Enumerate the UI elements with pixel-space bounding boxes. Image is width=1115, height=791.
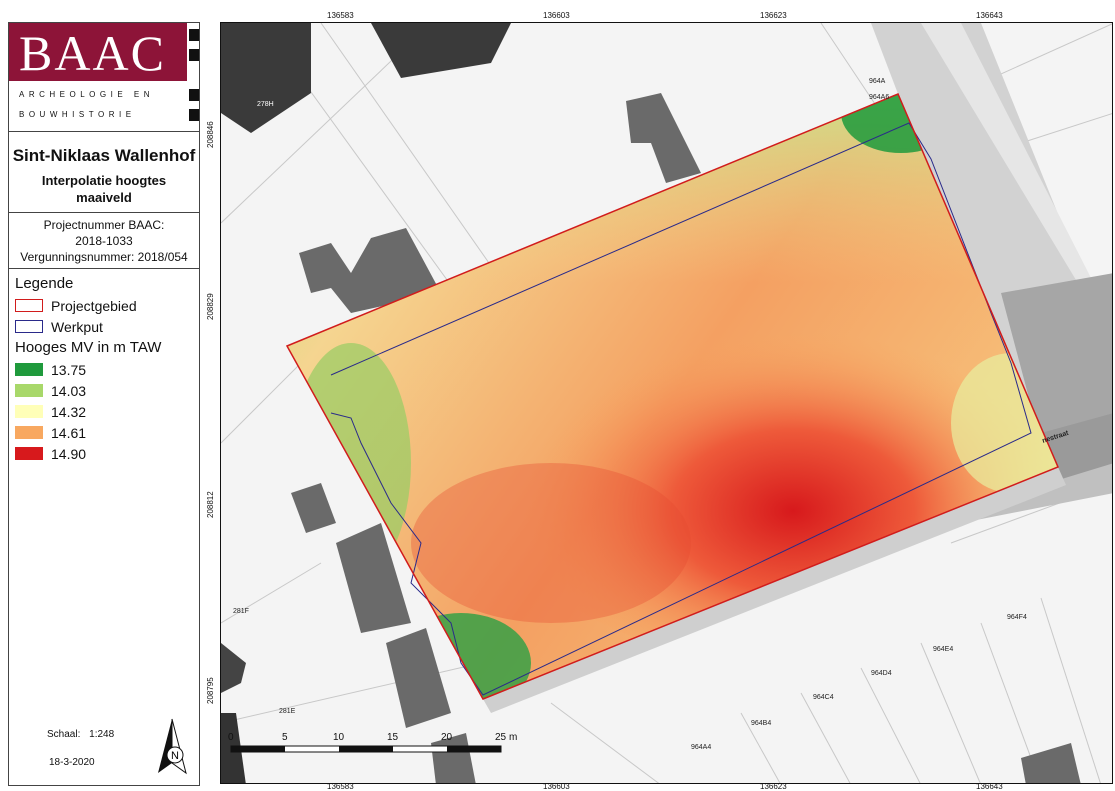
scale-bar: 0 5 10 15 20 25 m: [228, 732, 517, 753]
x-coord-top: 136583: [327, 11, 354, 20]
map-title: Sint-Niklaas Wallenhof: [12, 146, 196, 165]
legend-panel: BAAC ARCHEOLOGIE EN BOUWHISTORIE Sint-Ni…: [8, 22, 200, 786]
y-coord-left: 208846: [206, 121, 215, 148]
scale-tick: 5: [282, 732, 288, 743]
logo-name: BAAC: [19, 25, 166, 81]
scale-tick: 20: [441, 732, 453, 743]
x-coord-top: 136623: [760, 11, 787, 20]
x-coord-bottom: 136603: [543, 782, 570, 791]
projectgebied-swatch: [15, 299, 43, 312]
logo-bar: [189, 109, 199, 121]
werkput-outline: [330, 122, 1032, 696]
logo-banner: [9, 23, 187, 81]
parcel-label: 281F: [233, 608, 249, 615]
north-arrow-icon: N: [158, 718, 187, 775]
y-coord-left: 208795: [206, 677, 215, 704]
map-frame[interactable]: 964A 964A6 278H 281F 281E 964F4 964E4 96…: [220, 22, 1113, 784]
legend-heading: Legende: [15, 275, 74, 292]
parcel-label: 964B4: [751, 720, 771, 727]
parcel-label: 281E: [279, 708, 296, 715]
werkput-swatch: [15, 320, 43, 333]
parcel-label: 278H: [257, 101, 274, 108]
legend-class: 14.90: [15, 443, 195, 464]
project-number-label: Projectnummer BAAC:: [43, 218, 165, 232]
title-block: Sint-Niklaas Wallenhof Interpolatie hoog…: [9, 132, 199, 213]
x-coord-bottom: 136623: [760, 782, 787, 791]
map-date: 18-3-2020: [49, 757, 95, 768]
y-coord-left: 208829: [206, 293, 215, 320]
elevation-heading: Hooges MV in m TAW: [15, 339, 162, 356]
parcel-label: 964C4: [813, 694, 834, 701]
project-number: 2018-1033: [75, 234, 133, 248]
map-canvas[interactable]: 964A 964A6 278H 281F 281E 964F4 964E4 96…: [221, 23, 1113, 784]
class-label: 14.61: [51, 424, 87, 441]
legend-class: 14.32: [15, 401, 195, 422]
north-letter: N: [171, 750, 179, 762]
scale-tick: 25: [495, 732, 507, 743]
legend-item: Projectgebied: [15, 295, 195, 316]
parcel-label: 964A4: [691, 744, 711, 751]
logo-bar: [189, 29, 199, 41]
x-coord-top: 136603: [543, 11, 570, 20]
class-swatch: [15, 405, 43, 418]
legend-class: 14.03: [15, 380, 195, 401]
class-swatch: [15, 426, 43, 439]
logo: BAAC ARCHEOLOGIE EN BOUWHISTORIE: [9, 23, 199, 132]
project-block: Projectnummer BAAC: 2018-1033 Vergunning…: [9, 213, 199, 269]
parcel-label: 964F4: [1007, 614, 1027, 621]
scale-text: Schaal: 1:248: [47, 729, 114, 740]
scale-label: Schaal:: [47, 729, 81, 740]
legend-item: Werkput: [15, 316, 195, 337]
class-label: 14.90: [51, 445, 87, 462]
class-label: 14.03: [51, 382, 87, 399]
class-label: 14.32: [51, 403, 87, 420]
scale-tick: 10: [333, 732, 345, 743]
map-subtitle: Interpolatie hoogtes maaiveld: [41, 173, 167, 205]
logo-subtitle-2: BOUWHISTORIE: [19, 110, 136, 119]
class-swatch: [15, 384, 43, 397]
class-label: 13.75: [51, 361, 87, 378]
x-coord-top: 136643: [976, 11, 1003, 20]
projectgebied-outline: [285, 93, 1059, 700]
permit-number: Vergunningsnummer: 2018/054: [20, 250, 188, 264]
y-coord-left: 208812: [206, 491, 215, 518]
legend-class: 14.61: [15, 422, 195, 443]
class-swatch: [15, 363, 43, 376]
parcel-label: 964A6: [869, 94, 889, 101]
scale-value: 1:248: [89, 729, 115, 740]
legend-item-label: Werkput: [51, 318, 103, 335]
parcel-label: 964D4: [871, 670, 892, 677]
legend: Legende Projectgebied Werkput Hooges MV …: [15, 275, 195, 464]
x-coord-bottom: 136643: [976, 782, 1003, 791]
logo-subtitle-1: ARCHEOLOGIE EN: [19, 90, 155, 99]
scale-unit: m: [509, 732, 517, 743]
parcel-label: 964E4: [933, 646, 953, 653]
class-swatch: [15, 447, 43, 460]
scale-tick: 0: [228, 732, 234, 743]
legend-item-label: Projectgebied: [51, 297, 137, 314]
legend-class: 13.75: [15, 359, 195, 380]
scale-tick: 15: [387, 732, 399, 743]
x-coord-bottom: 136583: [327, 782, 354, 791]
parcel-label: 964A: [869, 78, 886, 85]
logo-bar: [189, 49, 199, 61]
logo-bar: [189, 89, 199, 101]
